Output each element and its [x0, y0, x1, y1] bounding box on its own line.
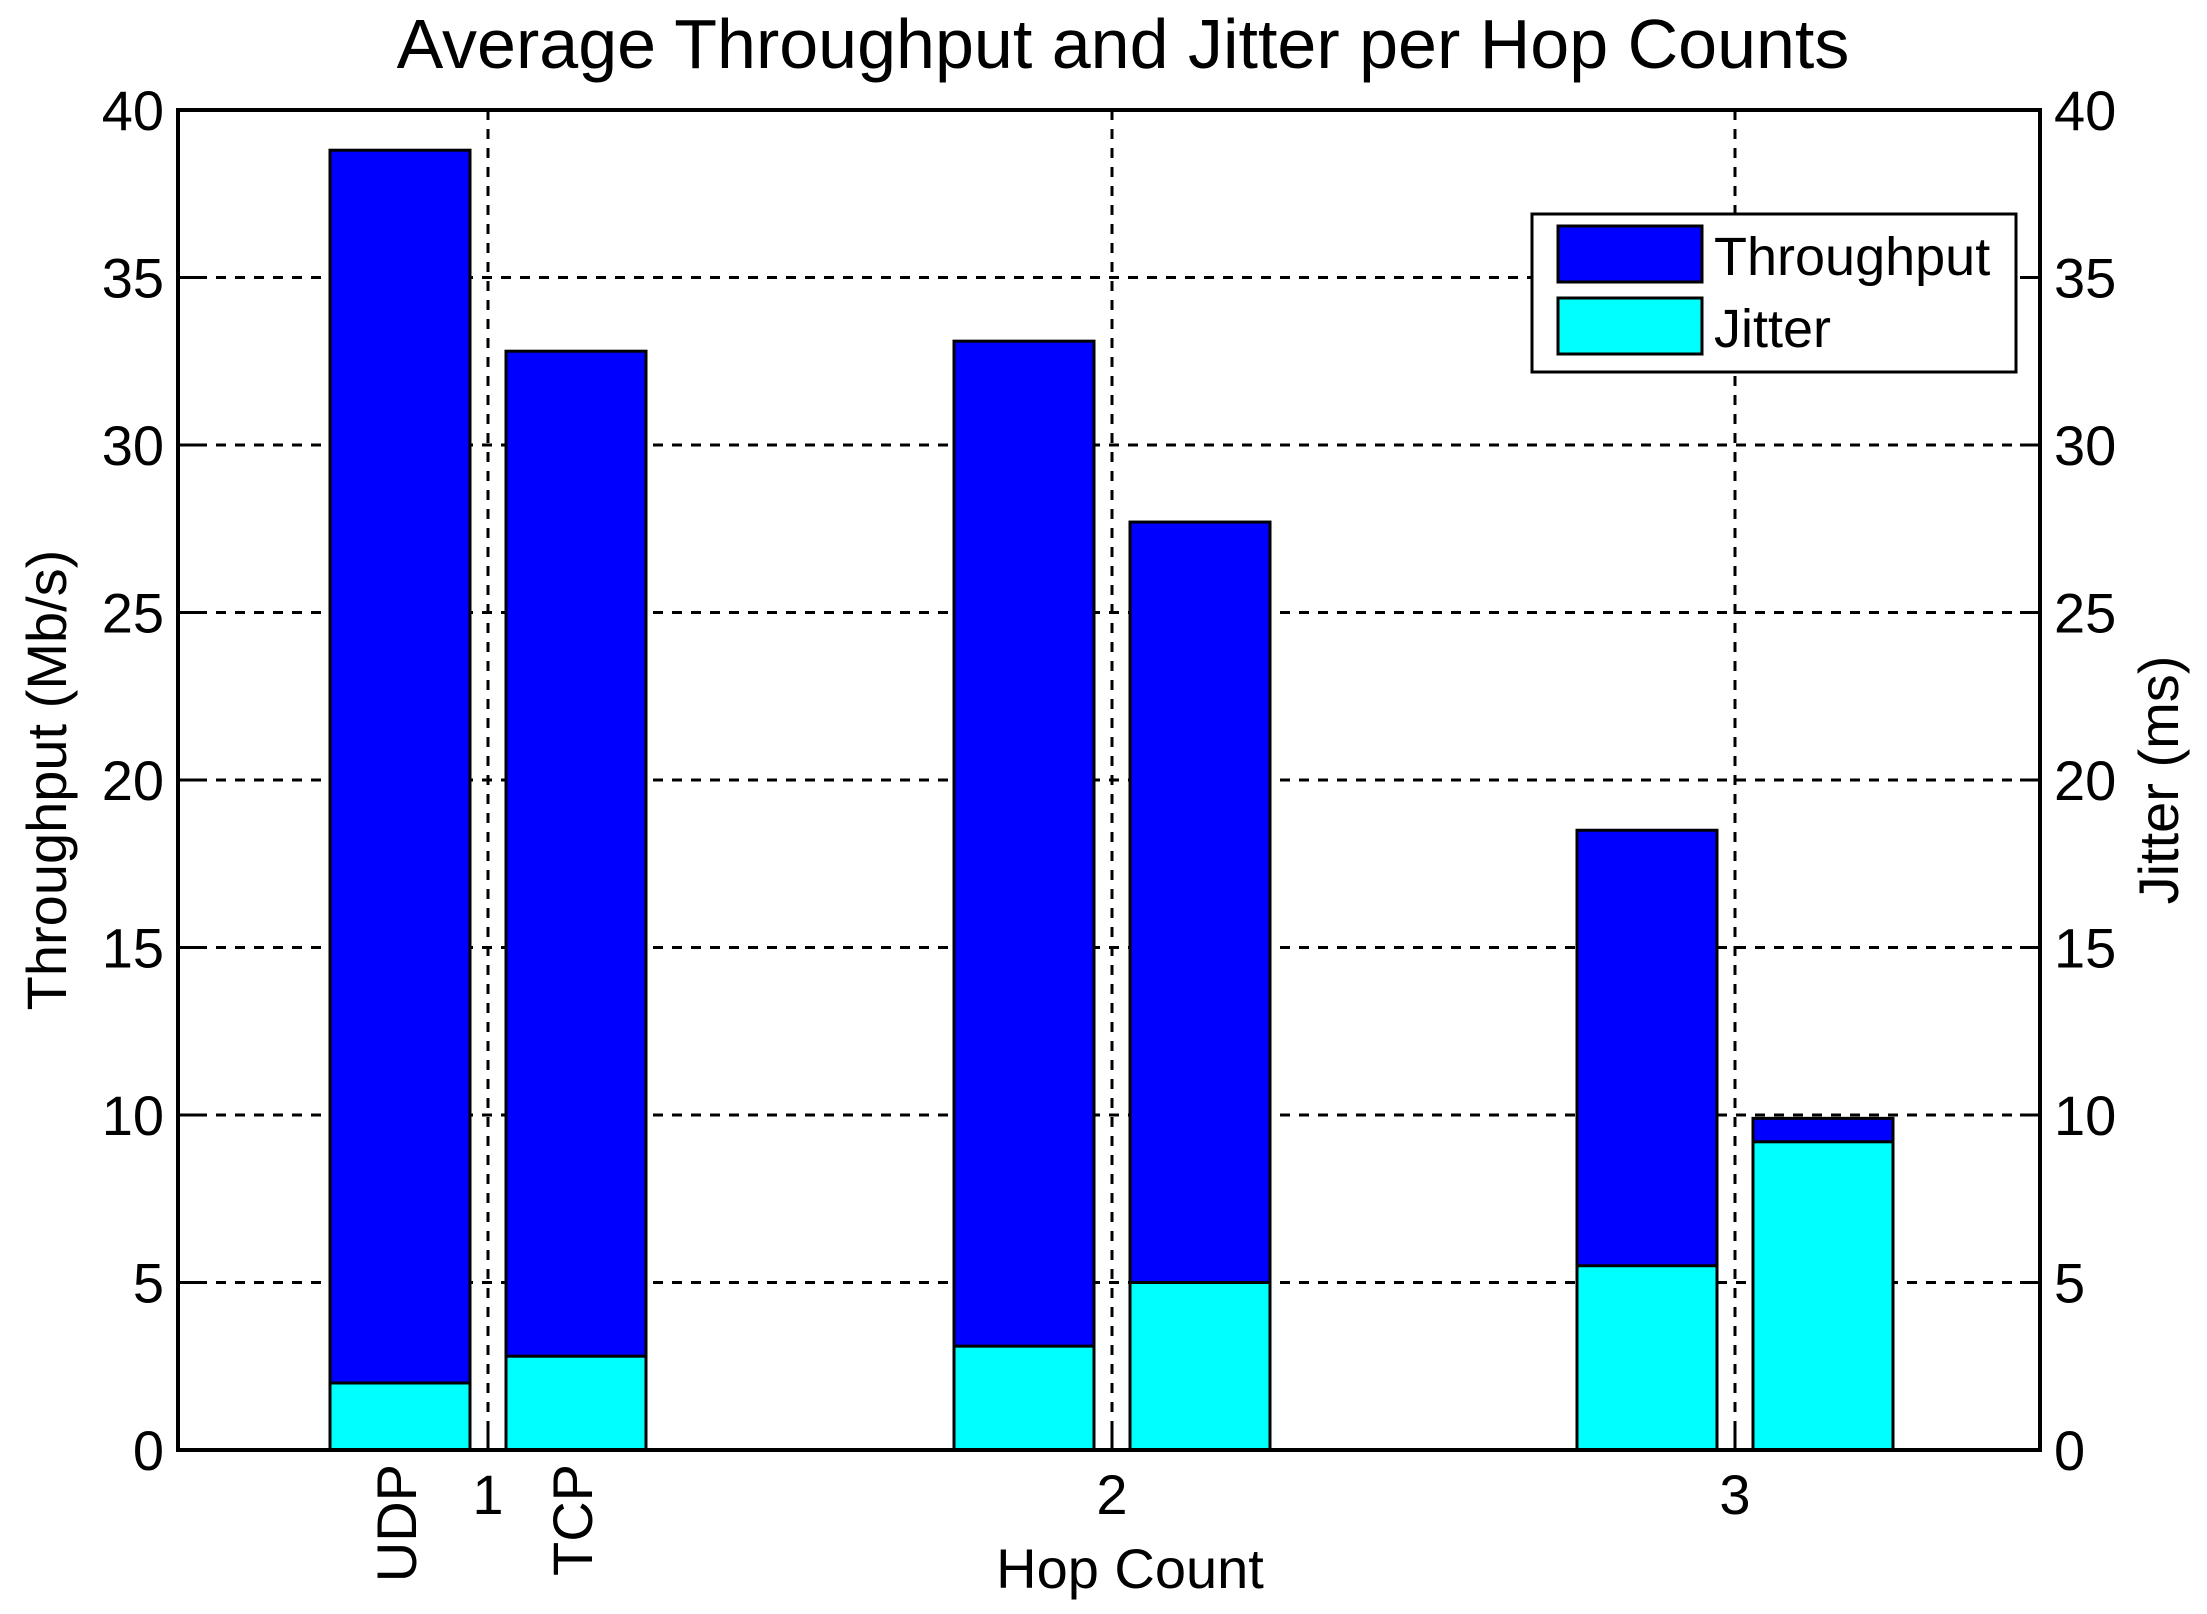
x-tick-label: 1 — [472, 1463, 503, 1526]
x-tick-label: 2 — [1096, 1463, 1127, 1526]
grid — [178, 110, 2040, 1450]
right-axis: 0 5 10 15 20 25 30 35 40 — [2020, 79, 2116, 1482]
protocol-label-udp: UDP — [365, 1464, 428, 1582]
y-axis-label-right: Jitter (ms) — [2127, 656, 2190, 905]
y-tick-label-left: 25 — [102, 582, 164, 645]
y-tick-label-left: 0 — [133, 1419, 164, 1482]
legend-label-throughput: Throughput — [1714, 227, 1990, 287]
y-tick-label-right: 35 — [2054, 247, 2116, 310]
y-tick-label-right: 30 — [2054, 414, 2116, 477]
y-tick-label-left: 10 — [102, 1084, 164, 1147]
left-axis: 0 5 10 15 20 25 30 35 40 — [102, 79, 198, 1482]
y-tick-label-right: 15 — [2054, 917, 2116, 980]
y-tick-label-right: 10 — [2054, 1084, 2116, 1147]
y-tick-label-left: 20 — [102, 749, 164, 812]
x-axis-label: Hop Count — [996, 1537, 1264, 1600]
y-tick-label-left: 40 — [102, 79, 164, 142]
legend-swatch-throughput — [1556, 224, 1704, 284]
y-tick-label-left: 35 — [102, 247, 164, 310]
y-tick-label-right: 20 — [2054, 749, 2116, 812]
y-axis-label-left: Throughput (Mb/s) — [15, 550, 78, 1011]
bar-throughput — [952, 339, 1096, 1452]
y-tick-label-right: 25 — [2054, 582, 2116, 645]
y-tick-label-right: 5 — [2054, 1252, 2085, 1315]
bar-jitter — [328, 1381, 472, 1452]
bar-jitter — [952, 1344, 1096, 1452]
legend-label-jitter: Jitter — [1714, 299, 1831, 359]
y-tick-label-left: 15 — [102, 917, 164, 980]
chart-title: Average Throughput and Jitter per Hop Co… — [397, 5, 1850, 83]
y-tick-label-left: 5 — [133, 1252, 164, 1315]
y-tick-label-right: 40 — [2054, 79, 2116, 142]
bar-jitter — [1575, 1264, 1719, 1452]
legend: Throughput Jitter — [1530, 212, 2018, 374]
bars — [328, 148, 1895, 1452]
x-tick-label: 3 — [1719, 1463, 1750, 1526]
y-tick-label-left: 30 — [102, 414, 164, 477]
x-axis: 1 2 3 UDP TCP — [365, 1430, 1751, 1582]
legend-swatch-jitter — [1556, 296, 1704, 356]
bar-jitter — [504, 1354, 648, 1452]
bar-jitter — [1751, 1140, 1895, 1452]
bar-throughput — [328, 148, 472, 1452]
y-tick-label-right: 0 — [2054, 1419, 2085, 1482]
bar-throughput — [504, 349, 648, 1452]
bar-jitter — [1128, 1281, 1272, 1452]
protocol-label-tcp: TCP — [541, 1464, 604, 1576]
